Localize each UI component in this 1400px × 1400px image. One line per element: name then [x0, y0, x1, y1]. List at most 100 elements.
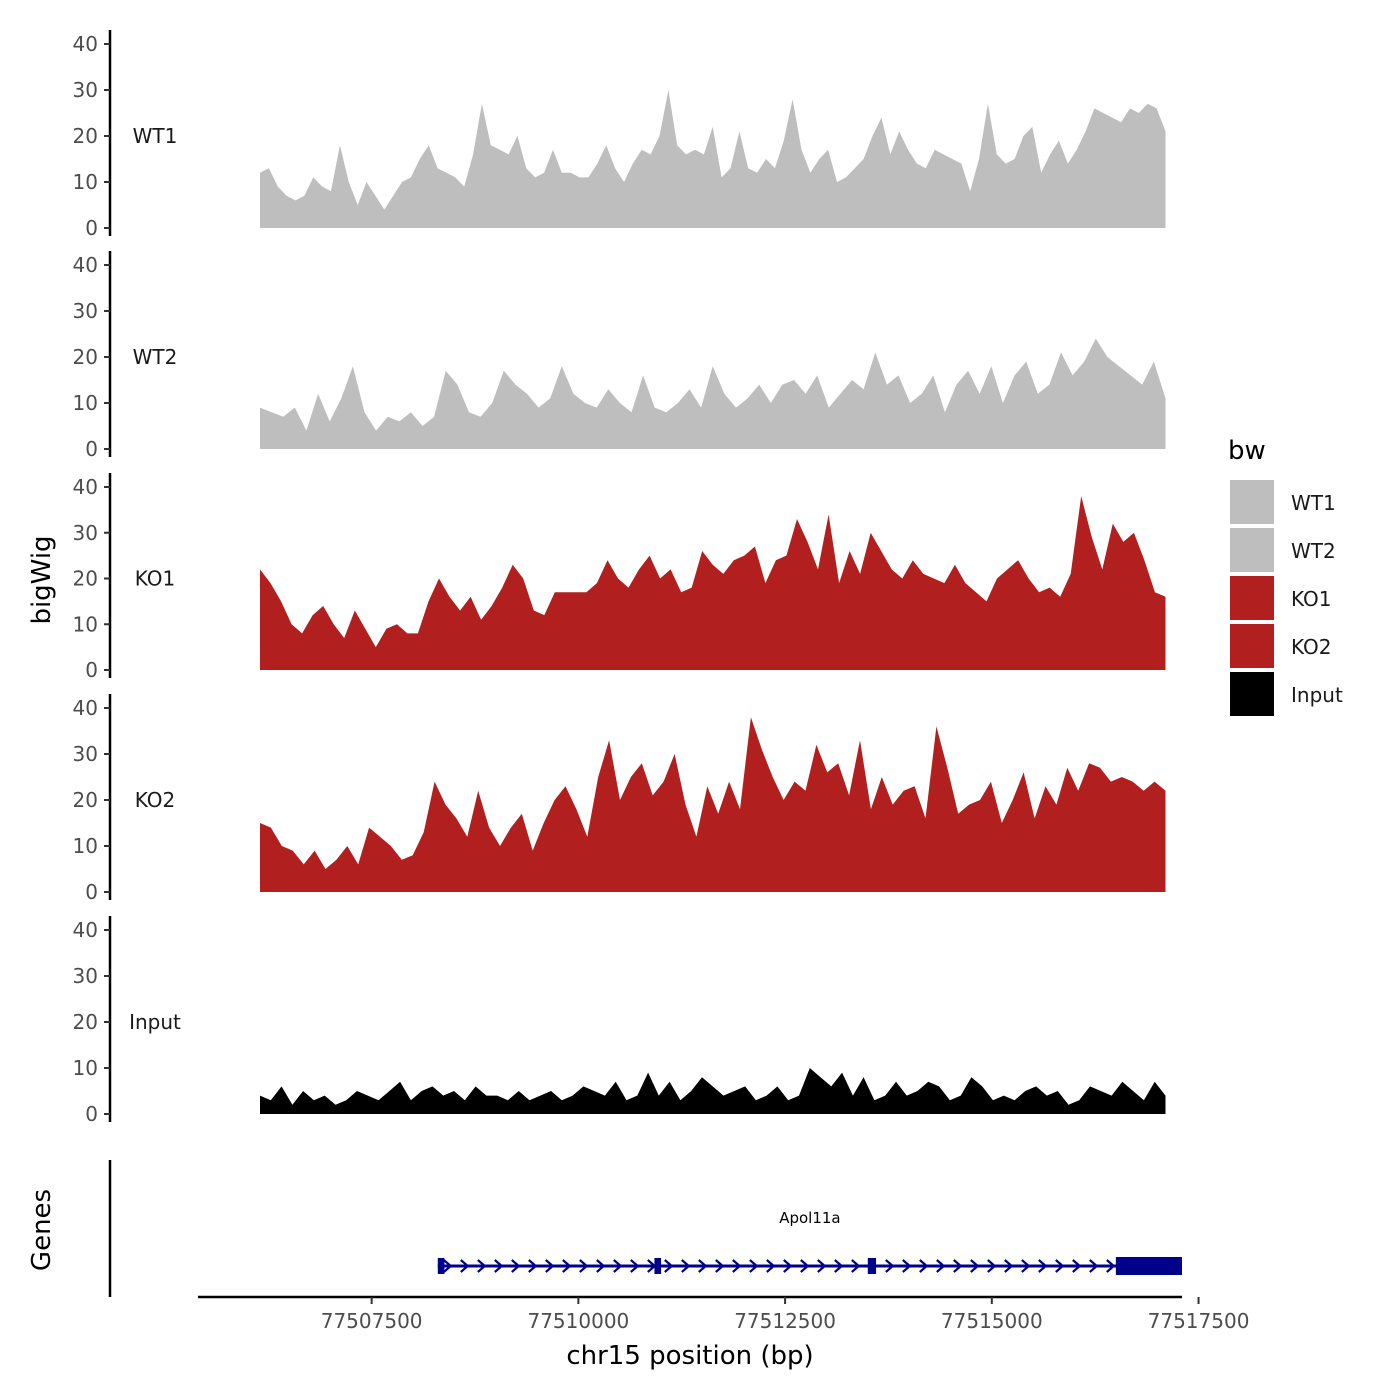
legend-swatch: [1230, 672, 1274, 716]
exon: [654, 1258, 662, 1274]
x-tick-label: 77510000: [527, 1309, 629, 1333]
coverage-area-ko1: [260, 496, 1166, 670]
legend-title: bw: [1228, 436, 1266, 466]
legend-label: KO2: [1291, 635, 1332, 659]
track-label: KO1: [135, 567, 176, 591]
x-axis: 77507500 77510000 77512500 77515000 77517500…: [198, 1295, 1250, 1371]
gene-apol11a: Apol11a: [437, 1209, 1182, 1275]
legend-label: Input: [1291, 683, 1343, 707]
coverage-area-wt1: [260, 90, 1166, 228]
track-input: 0 10 20 30 40 Input: [73, 916, 1166, 1126]
strand-arrow: [885, 1259, 895, 1273]
strand-arrow: [681, 1259, 691, 1273]
strand-arrow: [970, 1259, 980, 1273]
y-tick-label: 30: [73, 78, 98, 102]
gene-models: Apol11a: [437, 1209, 1182, 1275]
strand-arrow: [460, 1259, 470, 1273]
coverage-area-input: [260, 1068, 1166, 1114]
strand-arrow: [1072, 1259, 1082, 1273]
strand-arrow: [545, 1259, 555, 1273]
legend: bw WT1 WT2 KO1 KO2 Input: [1228, 436, 1343, 716]
y-tick-label: 30: [73, 742, 98, 766]
strand-arrow: [477, 1259, 487, 1273]
strand-arrow: [494, 1259, 504, 1273]
strand-arrow: [562, 1259, 572, 1273]
strand-arrow: [613, 1259, 623, 1273]
strand-arrow: [664, 1259, 674, 1273]
strand-arrow: [528, 1259, 538, 1273]
x-tick-label: 77517500: [1148, 1309, 1250, 1333]
legend-label: WT2: [1291, 539, 1336, 563]
x-axis-title: chr15 position (bp): [566, 1341, 813, 1371]
strand-arrow: [936, 1259, 946, 1273]
track-wt2: 0 10 20 30 40 WT2: [73, 251, 1166, 461]
legend-label: KO1: [1291, 587, 1332, 611]
legend-entry-input: Input: [1230, 672, 1343, 716]
strand-arrow: [953, 1259, 963, 1273]
strand-arrow: [1004, 1259, 1014, 1273]
y-tick-label: 20: [73, 788, 98, 812]
track-label: KO2: [135, 788, 176, 812]
strand-arrow: [630, 1259, 640, 1273]
y-tick-label: 30: [73, 299, 98, 323]
strand-arrow: [596, 1259, 606, 1273]
y-tick-label: 30: [73, 521, 98, 545]
y-tick-label: 40: [73, 696, 98, 720]
y-tick-label: 10: [73, 170, 98, 194]
genes-panel: Apol11a: [108, 1160, 1182, 1297]
strand-arrow: [1055, 1259, 1065, 1273]
legend-swatch: [1230, 528, 1274, 572]
track-ko1: 0 10 20 30 40 KO1: [73, 473, 1166, 682]
y-tick-label: 0: [85, 880, 98, 904]
y-tick-label: 40: [73, 253, 98, 277]
strand-arrow: [732, 1259, 742, 1273]
coverage-tracks: 0 10 20 30 40 WT1 0 10 20 30 40 WT2 0 10 20 30 40 KO1 0 10 2…: [73, 30, 1166, 1126]
y-tick-label: 40: [73, 475, 98, 499]
exon: [867, 1258, 877, 1274]
y-tick-label: 40: [73, 918, 98, 942]
y-tick-label: 20: [73, 1010, 98, 1034]
strand-arrow: [511, 1259, 521, 1273]
y-tick-label: 0: [85, 1102, 98, 1126]
exon: [1115, 1257, 1182, 1275]
legend-entry-wt2: WT2: [1230, 528, 1336, 572]
track-ko2: 0 10 20 30 40 KO2: [73, 694, 1166, 904]
strand-arrow: [1038, 1259, 1048, 1273]
legend-label: WT1: [1291, 491, 1336, 515]
strand-arrow: [817, 1259, 827, 1273]
strand-arrow: [834, 1259, 844, 1273]
y-tick-label: 10: [73, 391, 98, 415]
legend-swatch: [1230, 624, 1274, 668]
legend-entry-ko2: KO2: [1230, 624, 1332, 668]
x-tick-label: 77515000: [941, 1309, 1043, 1333]
exon: [437, 1258, 445, 1274]
x-tick-label: 77512500: [734, 1309, 836, 1333]
strand-arrow: [579, 1259, 589, 1273]
track-label: Input: [129, 1010, 181, 1034]
strand-arrow: [715, 1259, 725, 1273]
legend-swatch: [1230, 480, 1274, 524]
strand-arrow: [1106, 1259, 1116, 1273]
legend-entry-wt1: WT1: [1230, 480, 1336, 524]
y-tick-label: 20: [73, 345, 98, 369]
strand-arrow: [851, 1259, 861, 1273]
y-tick-label: 0: [85, 658, 98, 682]
track-label: WT1: [133, 124, 178, 148]
strand-arrow: [749, 1259, 759, 1273]
strand-arrow: [902, 1259, 912, 1273]
strand-arrow: [919, 1259, 929, 1273]
y-tick-label: 10: [73, 1056, 98, 1080]
coverage-area-ko2: [260, 717, 1166, 892]
strand-arrow: [987, 1259, 997, 1273]
y-tick-label: 0: [85, 437, 98, 461]
strand-arrow: [443, 1259, 453, 1273]
legend-entries: WT1 WT2 KO1 KO2 Input: [1230, 480, 1343, 716]
track-label: WT2: [133, 345, 178, 369]
strand-arrow: [1089, 1259, 1099, 1273]
x-axis-ticks: 77507500 77510000 77512500 77515000 77517500: [321, 1297, 1250, 1333]
y-tick-label: 0: [85, 216, 98, 240]
y-axis-title: bigWig: [27, 535, 57, 624]
x-tick-label: 77507500: [321, 1309, 423, 1333]
track-wt1: 0 10 20 30 40 WT1: [73, 30, 1166, 240]
